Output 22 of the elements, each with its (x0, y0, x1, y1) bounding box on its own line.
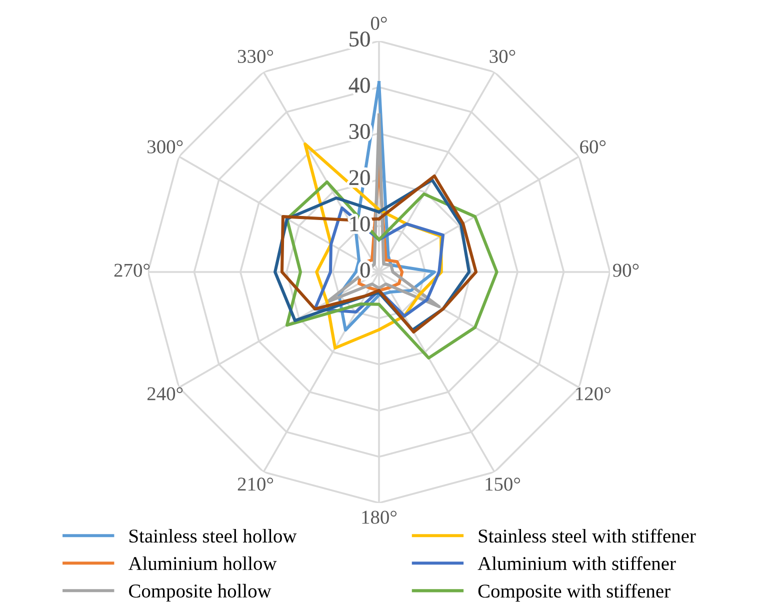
spoke-label: 180° (362, 510, 397, 524)
legend-label: Composite with stiffener (478, 584, 670, 602)
spoke-label: 30° (490, 50, 516, 63)
legend-label: Aluminium with stiffener (478, 556, 676, 570)
y-tick-label: 40 (348, 78, 370, 93)
legend-label: Composite hollow (129, 584, 272, 602)
legend-label: Stainless steel hollow (130, 528, 297, 543)
spoke-label: 0° (370, 16, 387, 30)
spoke-label: 300° (148, 140, 183, 154)
y-tick-label: 10 (350, 216, 370, 232)
spoke-label: 150° (486, 478, 520, 491)
spoke-label: 330° (238, 50, 274, 63)
spoke-label: 60° (580, 140, 606, 154)
spoke-label: 120° (576, 387, 610, 400)
y-tick-label: 30 (350, 124, 370, 139)
spoke-label: 90° (612, 264, 639, 277)
legend-label: Stainless steel with stiffener (478, 528, 696, 543)
y-tick-label: 50 (350, 32, 370, 47)
spoke-label: 240° (148, 387, 183, 400)
legend-label: Aluminium hollow (128, 556, 277, 570)
spoke-label: 270° (114, 264, 150, 277)
spoke-label: 210° (238, 478, 274, 491)
